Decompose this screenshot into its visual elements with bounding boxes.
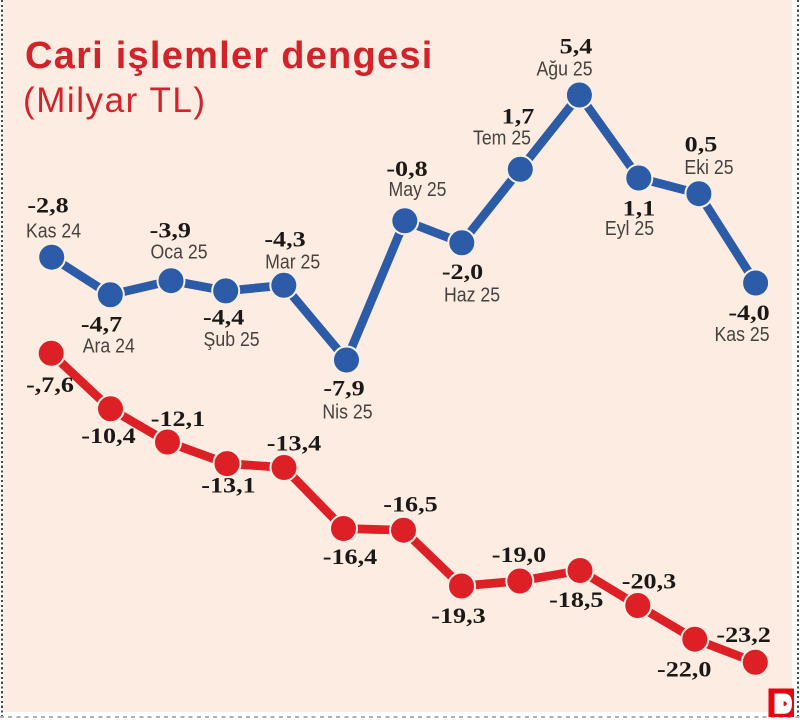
svg-text:-13,1: -13,1 bbox=[201, 473, 255, 498]
svg-text:May 25: May 25 bbox=[389, 179, 447, 201]
svg-text:-23,2: -23,2 bbox=[716, 622, 770, 647]
svg-text:-,7,6: -,7,6 bbox=[26, 372, 74, 397]
svg-text:-19,3: -19,3 bbox=[431, 603, 485, 628]
svg-text:5,4: 5,4 bbox=[560, 34, 593, 59]
svg-text:-0,8: -0,8 bbox=[386, 156, 427, 181]
svg-text:-4,7: -4,7 bbox=[81, 312, 122, 337]
svg-text:-13,4: -13,4 bbox=[267, 431, 321, 456]
svg-text:Ara 24: Ara 24 bbox=[83, 335, 135, 357]
svg-text:Kas 24: Kas 24 bbox=[26, 221, 81, 243]
svg-text:Oca 25: Oca 25 bbox=[150, 242, 207, 264]
svg-text:-22,0: -22,0 bbox=[657, 657, 711, 682]
svg-text:-12,1: -12,1 bbox=[151, 406, 205, 431]
svg-text:-4,3: -4,3 bbox=[264, 227, 305, 252]
svg-text:-16,5: -16,5 bbox=[383, 492, 437, 517]
svg-text:Mar 25: Mar 25 bbox=[265, 252, 320, 274]
svg-text:1,1: 1,1 bbox=[623, 196, 656, 221]
svg-text:Şub 25: Şub 25 bbox=[204, 329, 260, 351]
svg-text:Eki 25: Eki 25 bbox=[684, 157, 733, 179]
svg-text:-2,8: -2,8 bbox=[27, 193, 68, 218]
svg-text:Kas 25: Kas 25 bbox=[714, 324, 769, 346]
svg-text:-4,0: -4,0 bbox=[728, 300, 769, 325]
svg-text:Nis 25: Nis 25 bbox=[322, 402, 372, 424]
svg-text:-20,3: -20,3 bbox=[622, 569, 676, 594]
svg-text:Tem 25: Tem 25 bbox=[473, 128, 531, 150]
svg-text:-3,9: -3,9 bbox=[150, 217, 191, 242]
svg-text:Eyl 25: Eyl 25 bbox=[605, 218, 654, 240]
svg-text:1,7: 1,7 bbox=[502, 104, 535, 129]
svg-text:-7,9: -7,9 bbox=[323, 376, 364, 401]
svg-text:Ağu 25: Ağu 25 bbox=[536, 59, 592, 81]
svg-text:-18,5: -18,5 bbox=[549, 587, 603, 612]
svg-text:-4,4: -4,4 bbox=[203, 304, 244, 329]
svg-text:-10,4: -10,4 bbox=[81, 423, 135, 448]
svg-text:-19,0: -19,0 bbox=[492, 542, 546, 567]
svg-text:Haz 25: Haz 25 bbox=[444, 285, 500, 307]
svg-text:-2,0: -2,0 bbox=[442, 259, 483, 284]
svg-text:-16,4: -16,4 bbox=[323, 544, 377, 569]
svg-text:0,5: 0,5 bbox=[685, 132, 718, 157]
